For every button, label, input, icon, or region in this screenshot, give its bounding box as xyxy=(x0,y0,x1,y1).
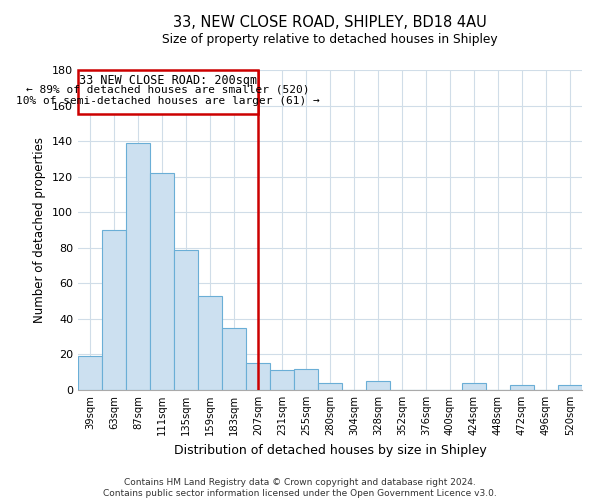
Text: Size of property relative to detached houses in Shipley: Size of property relative to detached ho… xyxy=(162,32,498,46)
Text: 33 NEW CLOSE ROAD: 200sqm: 33 NEW CLOSE ROAD: 200sqm xyxy=(79,74,257,86)
Bar xyxy=(558,384,582,390)
Bar xyxy=(510,384,534,390)
Bar xyxy=(270,370,294,390)
Bar xyxy=(222,328,246,390)
Bar xyxy=(78,70,258,114)
Text: 10% of semi-detached houses are larger (61) →: 10% of semi-detached houses are larger (… xyxy=(16,96,320,106)
Bar xyxy=(462,383,486,390)
Bar xyxy=(126,143,150,390)
Bar xyxy=(174,250,198,390)
Bar xyxy=(294,368,318,390)
Bar xyxy=(246,364,270,390)
Text: Contains HM Land Registry data © Crown copyright and database right 2024.
Contai: Contains HM Land Registry data © Crown c… xyxy=(103,478,497,498)
Text: 33, NEW CLOSE ROAD, SHIPLEY, BD18 4AU: 33, NEW CLOSE ROAD, SHIPLEY, BD18 4AU xyxy=(173,15,487,30)
Bar xyxy=(102,230,126,390)
X-axis label: Distribution of detached houses by size in Shipley: Distribution of detached houses by size … xyxy=(173,444,487,456)
Bar xyxy=(78,356,102,390)
Bar xyxy=(318,383,342,390)
Y-axis label: Number of detached properties: Number of detached properties xyxy=(34,137,46,323)
Bar xyxy=(150,173,174,390)
Bar xyxy=(198,296,222,390)
Bar xyxy=(366,381,390,390)
Text: ← 89% of detached houses are smaller (520): ← 89% of detached houses are smaller (52… xyxy=(26,84,310,94)
